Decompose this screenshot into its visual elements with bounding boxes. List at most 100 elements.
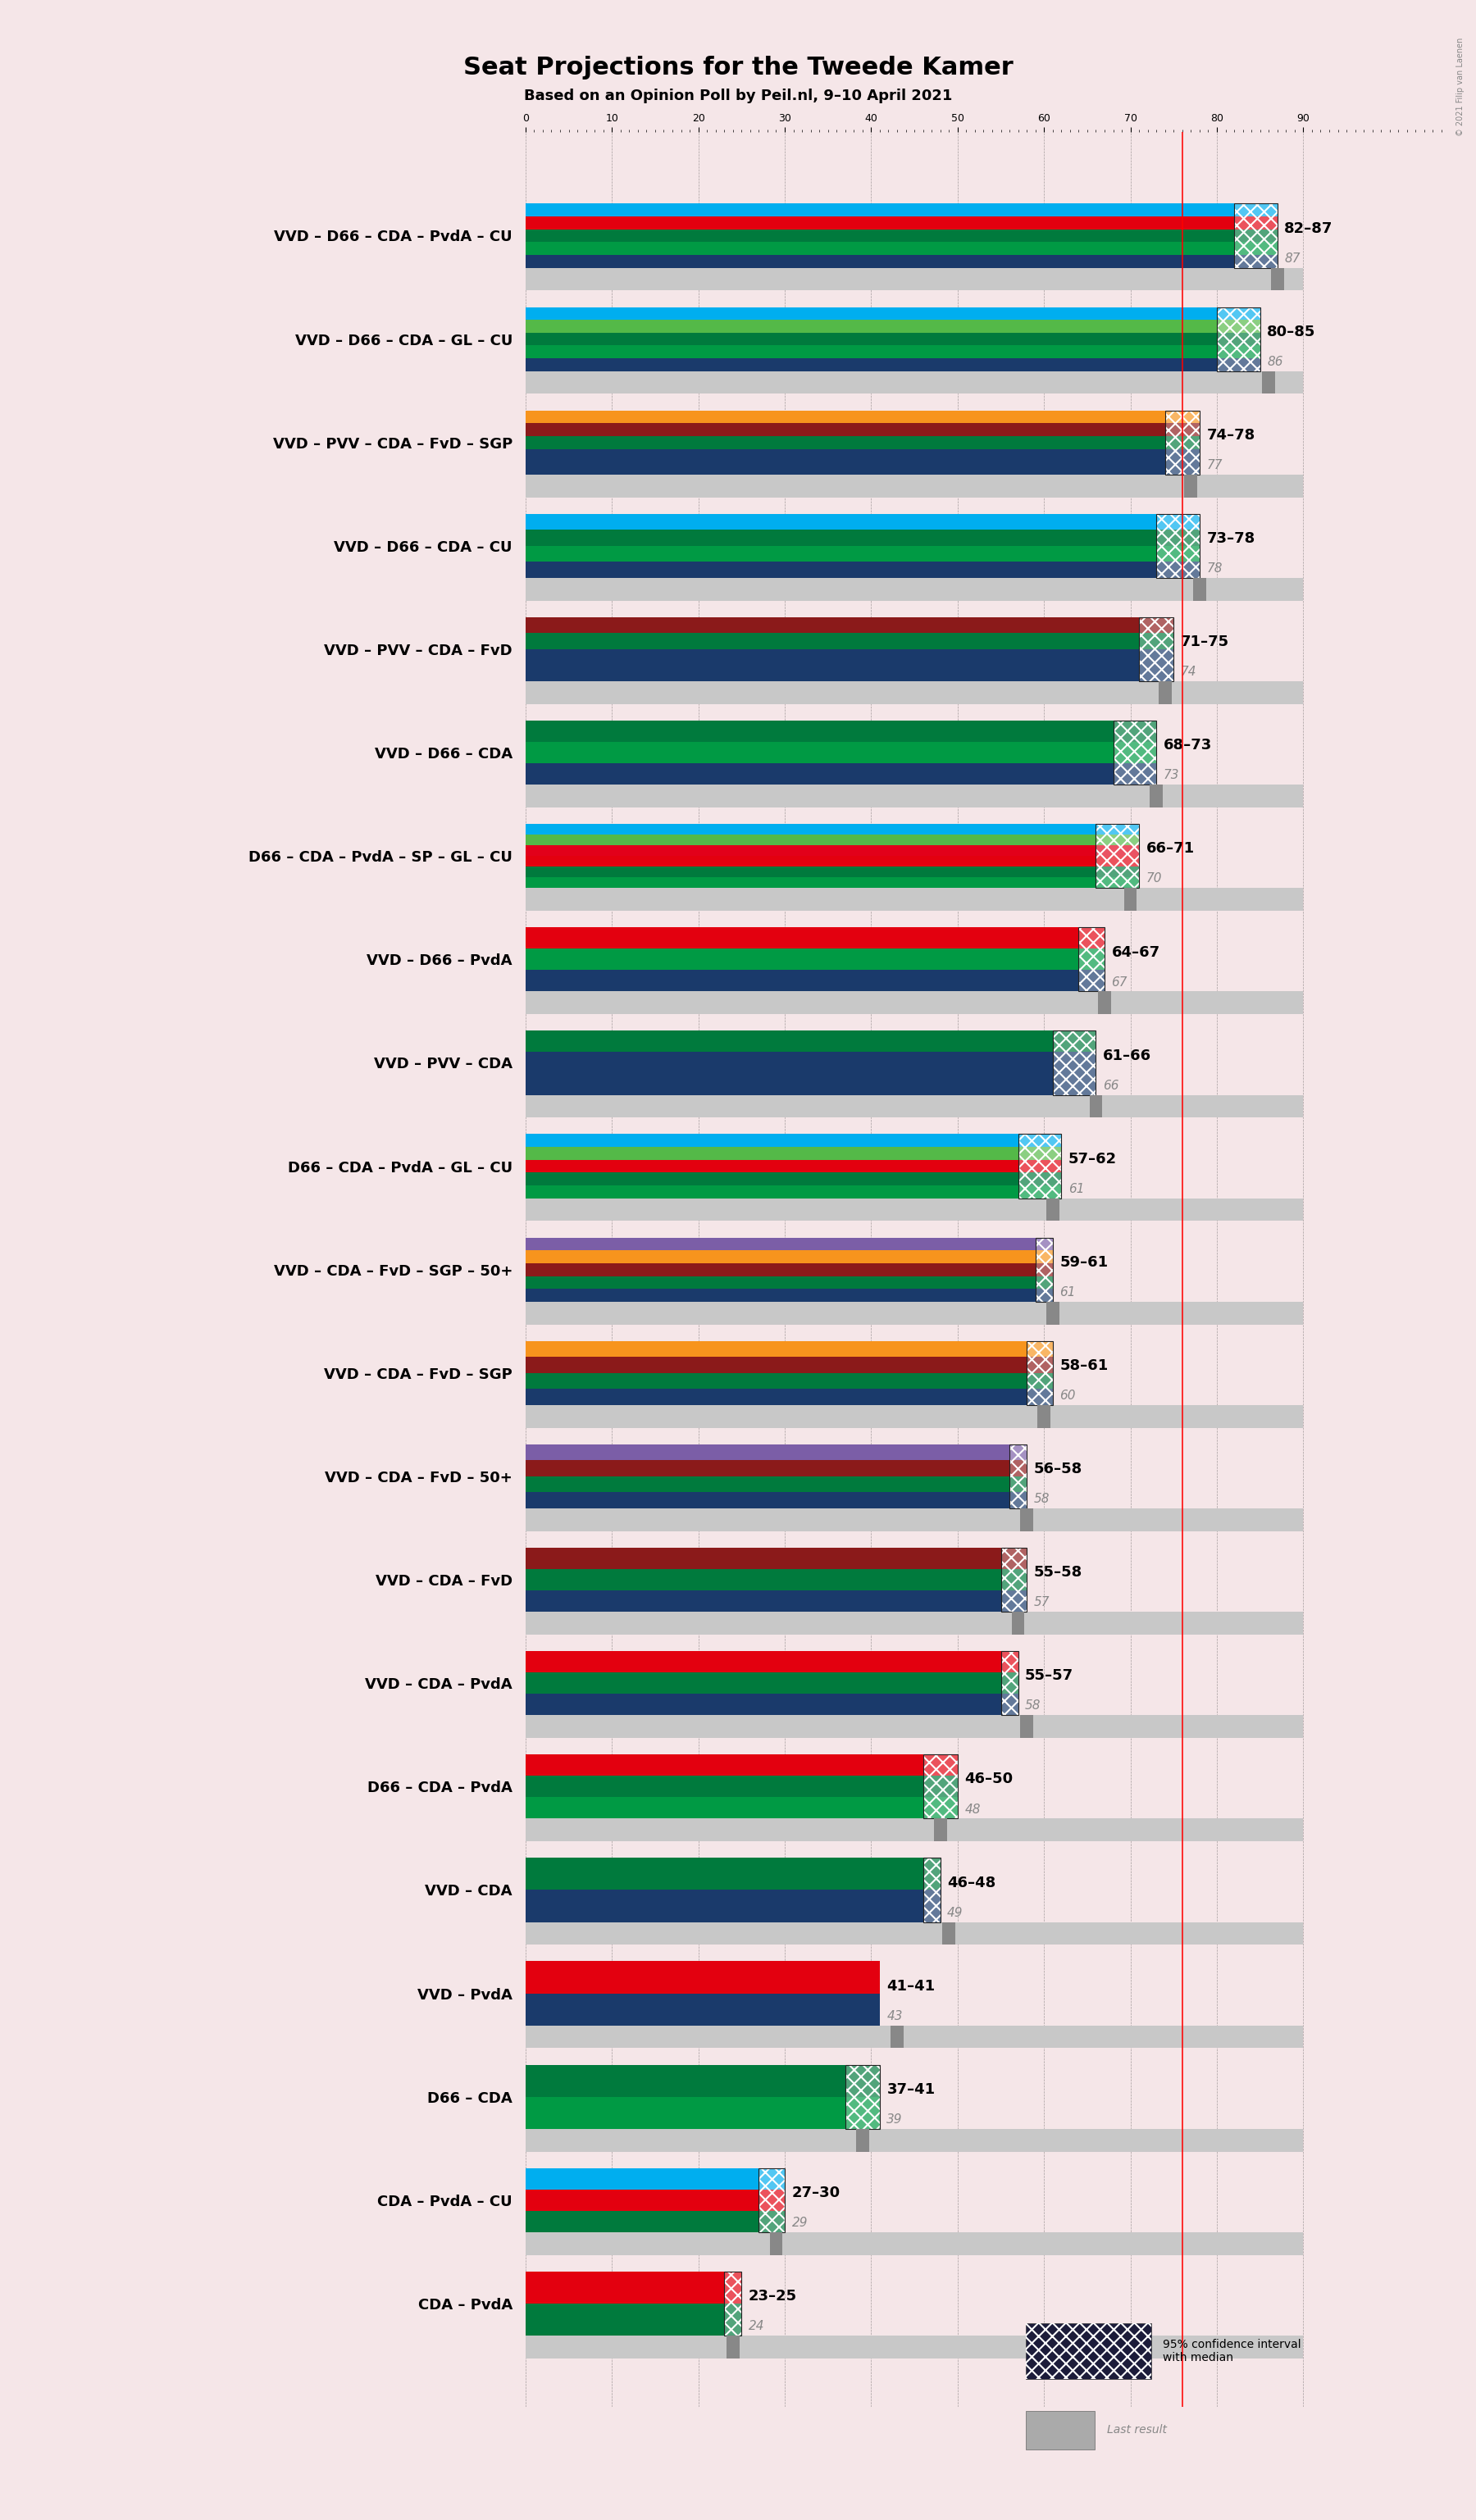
Bar xyxy=(1052,1031,1095,1053)
Bar xyxy=(525,1444,1027,1462)
Bar xyxy=(759,2167,785,2233)
Bar xyxy=(525,844,1139,857)
Bar xyxy=(1027,1341,1052,1356)
Bar xyxy=(1018,1134,1061,1147)
Bar xyxy=(525,1857,940,1890)
Bar xyxy=(922,1797,958,1819)
Text: 80–85: 80–85 xyxy=(1266,325,1315,340)
Bar xyxy=(1165,449,1200,461)
Bar xyxy=(1216,358,1261,370)
Bar xyxy=(525,1263,1052,1275)
Text: 39: 39 xyxy=(887,2114,903,2127)
Bar xyxy=(922,1777,958,1797)
Bar xyxy=(1020,1509,1033,1532)
Bar xyxy=(1079,927,1104,990)
Bar xyxy=(725,2271,741,2303)
Bar xyxy=(525,617,1173,633)
Bar xyxy=(1001,1547,1027,1613)
Bar xyxy=(1156,547,1200,562)
Bar xyxy=(525,229,1277,242)
Text: 58: 58 xyxy=(1033,1492,1049,1504)
Bar xyxy=(922,1857,940,1923)
Bar xyxy=(1156,562,1200,577)
Bar xyxy=(1001,1651,1018,1716)
Bar xyxy=(922,1754,958,1819)
Bar xyxy=(525,1237,1052,1250)
Bar xyxy=(1139,650,1173,665)
Bar xyxy=(525,1159,1061,1172)
Bar xyxy=(525,1462,1027,1477)
Bar xyxy=(846,2064,880,2129)
Bar xyxy=(525,1053,1095,1074)
Bar xyxy=(1010,1477,1027,1492)
Bar xyxy=(1046,1303,1060,1326)
Text: Last result: Last result xyxy=(1107,2424,1166,2437)
Bar xyxy=(525,948,1104,970)
Text: 46–48: 46–48 xyxy=(948,1875,996,1890)
Bar xyxy=(1018,1159,1061,1172)
Bar xyxy=(922,1754,958,1777)
Bar xyxy=(525,562,1200,577)
Bar xyxy=(525,2303,741,2336)
Bar xyxy=(525,1797,958,1819)
Text: 77: 77 xyxy=(1206,459,1222,471)
Bar xyxy=(1184,474,1197,496)
Bar xyxy=(1216,307,1261,370)
Bar xyxy=(525,1993,880,2026)
Text: 66–71: 66–71 xyxy=(1145,842,1194,857)
Bar xyxy=(525,358,1261,370)
Bar xyxy=(1035,1263,1052,1275)
Bar xyxy=(1139,617,1173,633)
Bar xyxy=(525,1303,1303,1326)
Text: 74–78: 74–78 xyxy=(1206,428,1255,444)
Bar xyxy=(525,721,1156,741)
Bar xyxy=(1139,617,1173,680)
Bar xyxy=(1001,1570,1027,1590)
Text: 73: 73 xyxy=(1163,769,1179,781)
Bar xyxy=(1010,1444,1027,1509)
Bar xyxy=(1234,204,1277,267)
Bar xyxy=(1234,217,1277,229)
Bar xyxy=(1156,514,1200,529)
Bar xyxy=(922,1857,940,1923)
Bar xyxy=(525,320,1261,333)
Bar xyxy=(1165,423,1200,436)
Bar xyxy=(1234,204,1277,267)
Text: Based on an Opinion Poll by Peil.nl, 9–10 April 2021: Based on an Opinion Poll by Peil.nl, 9–1… xyxy=(524,88,952,103)
Bar xyxy=(1150,784,1163,806)
Bar xyxy=(1165,411,1200,474)
Text: 67: 67 xyxy=(1111,975,1128,988)
Bar xyxy=(846,2064,880,2129)
Bar xyxy=(525,2097,880,2129)
Bar xyxy=(525,242,1277,255)
Bar xyxy=(1113,721,1156,784)
Bar xyxy=(1018,1184,1061,1197)
Bar xyxy=(1018,1172,1061,1184)
Bar xyxy=(525,449,1200,461)
Bar xyxy=(525,529,1200,547)
Bar xyxy=(1001,1651,1018,1716)
Bar xyxy=(1165,411,1200,423)
Bar xyxy=(525,857,1139,867)
Bar xyxy=(1018,1134,1061,1197)
Bar xyxy=(525,1341,1052,1356)
Text: 58–61: 58–61 xyxy=(1060,1358,1108,1373)
Bar xyxy=(1095,824,1139,887)
Bar xyxy=(1271,267,1284,290)
Bar xyxy=(525,824,1139,834)
Text: 87: 87 xyxy=(1284,252,1300,265)
Text: 57–62: 57–62 xyxy=(1069,1152,1117,1167)
Bar xyxy=(1027,1341,1052,1406)
Bar xyxy=(1018,1147,1061,1159)
Text: 64–67: 64–67 xyxy=(1111,945,1160,960)
Bar xyxy=(525,877,1139,887)
Bar xyxy=(1018,1134,1061,1197)
Bar xyxy=(525,1197,1303,1222)
Text: 37–41: 37–41 xyxy=(887,2082,936,2097)
Bar xyxy=(1027,1341,1052,1406)
Bar xyxy=(525,1890,940,1923)
Bar xyxy=(1165,411,1200,474)
Bar xyxy=(759,2167,785,2233)
Bar xyxy=(725,2271,741,2336)
Bar xyxy=(525,1406,1303,1429)
